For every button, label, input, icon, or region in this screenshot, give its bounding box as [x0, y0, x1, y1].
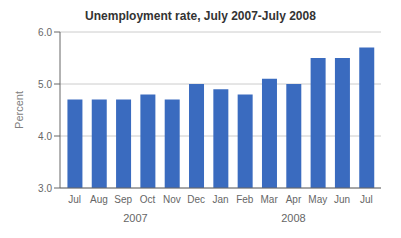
- svg-text:Mar: Mar: [261, 194, 279, 205]
- svg-text:3.0: 3.0: [38, 183, 52, 194]
- svg-text:Dec: Dec: [187, 194, 205, 205]
- svg-text:4.0: 4.0: [38, 131, 52, 142]
- svg-text:Jan: Jan: [212, 194, 228, 205]
- svg-text:Nov: Nov: [163, 194, 181, 205]
- svg-text:2008: 2008: [281, 212, 305, 224]
- svg-text:Percent: Percent: [13, 91, 25, 129]
- svg-text:Aug: Aug: [90, 194, 108, 205]
- svg-text:Feb: Feb: [236, 194, 254, 205]
- svg-text:Jul: Jul: [360, 194, 373, 205]
- html-text:Unemployment rate, July 2007-J: Unemployment rate, July 2007-July 2008: [85, 9, 316, 23]
- svg-text:Jun: Jun: [334, 194, 350, 205]
- svg-text:5.0: 5.0: [38, 79, 52, 90]
- svg-text:6.0: 6.0: [38, 27, 52, 38]
- svg-text:Oct: Oct: [140, 194, 156, 205]
- svg-text:Sep: Sep: [114, 194, 132, 205]
- svg-text:2007: 2007: [123, 212, 147, 224]
- svg-text:Jul: Jul: [68, 194, 81, 205]
- svg-text:May: May: [308, 194, 327, 205]
- svg-text:Apr: Apr: [286, 194, 302, 205]
